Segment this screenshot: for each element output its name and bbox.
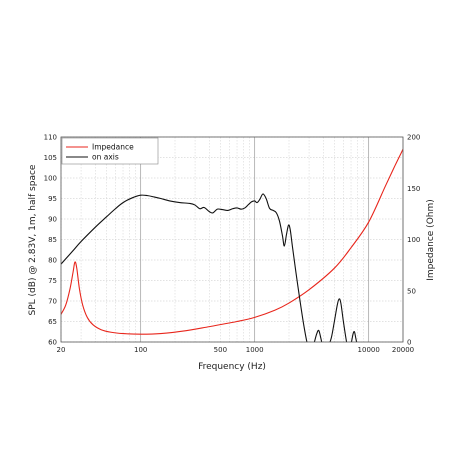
series-layer — [61, 148, 403, 342]
y-tick-label: 65 — [48, 318, 57, 326]
y-tick-label: 110 — [44, 134, 57, 142]
y2-tick-label: 200 — [407, 134, 420, 142]
y2-tick-label: 50 — [407, 287, 416, 295]
legend-label-on-axis: on axis — [92, 153, 119, 162]
x-tick-label: 20 — [57, 346, 66, 354]
plot-frame — [60, 136, 404, 343]
x-axis-label: Frequency (Hz) — [198, 362, 266, 372]
x-tick-label: 1000 — [246, 346, 264, 354]
x-tick-label: 10000 — [358, 346, 380, 354]
y2-axis-label: Impedance (Ohm) — [426, 199, 436, 281]
y2-tick-label: 100 — [407, 236, 420, 244]
y-tick-label: 60 — [48, 339, 57, 347]
x-tick-label: 100 — [134, 346, 147, 354]
y2-tick-label: 150 — [407, 185, 420, 193]
y-axis-label: SPL (dB) @ 2.83V, 1m, half space — [28, 164, 38, 315]
x-tick-label: 20000 — [392, 346, 414, 354]
legend: Impedance on axis — [61, 137, 159, 165]
y-tick-label: 75 — [48, 277, 57, 285]
y-tick-label: 85 — [48, 236, 57, 244]
x-tick-label: 500 — [214, 346, 227, 354]
legend-label-impedance: Impedance — [92, 143, 134, 152]
series-line-on-axis — [61, 193, 358, 342]
y-tick-label: 100 — [44, 175, 57, 183]
series-line-impedance — [61, 148, 403, 335]
y-tick-label: 105 — [44, 154, 57, 162]
y-tick-label: 80 — [48, 257, 57, 265]
y-tick-label: 95 — [48, 195, 57, 203]
y-tick-label: 70 — [48, 298, 57, 306]
y2-tick-label: 0 — [407, 339, 411, 347]
tick-labels: 60 65 70 75 80 85 90 95 100 105 110 0 50 100 150 200 20 1… — [44, 134, 421, 355]
y-tick-label: 90 — [48, 216, 57, 224]
legend-box — [61, 137, 159, 165]
